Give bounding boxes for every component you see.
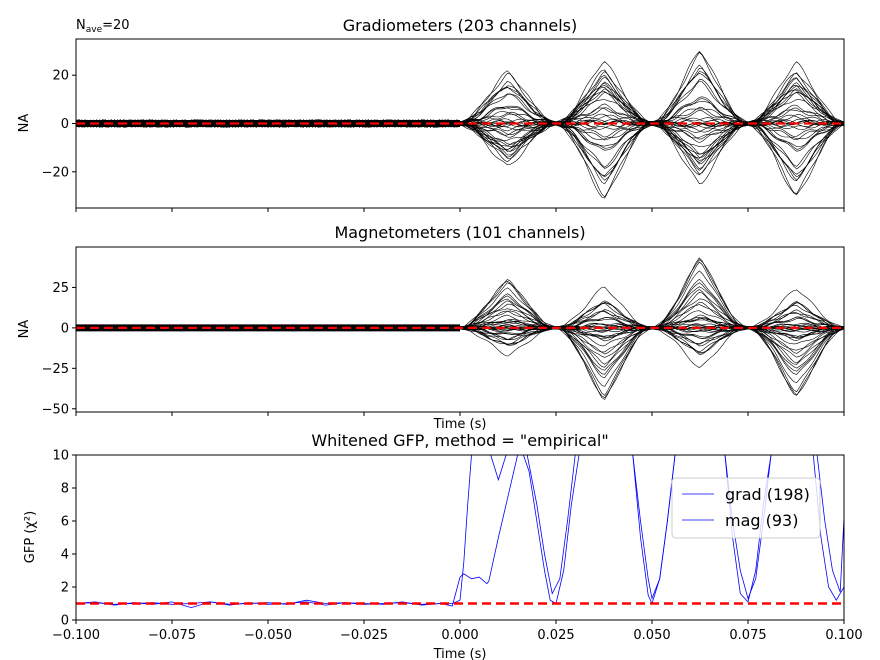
y-tick-label: −25 <box>42 362 69 377</box>
gradiometers-y-ticks: −20 0 20 <box>42 69 76 180</box>
x-tick-label: 0.100 <box>825 628 862 643</box>
x-tick-label: 0.050 <box>633 628 670 643</box>
y-tick-label: 0 <box>61 614 69 629</box>
x-tick-label: −0.050 <box>244 628 292 643</box>
y-tick-label: 2 <box>61 581 69 596</box>
gfp-x-ticks: −0.100 −0.075 −0.050 −0.025 0.000 0.025 0.050 0… <box>52 620 863 643</box>
gradiometers-traces <box>76 51 844 199</box>
y-tick-label: 8 <box>61 482 69 497</box>
y-tick-label: −50 <box>42 402 69 417</box>
legend-grad-label: grad (198) <box>725 485 810 504</box>
gfp-ylabel: GFP (χ²) <box>23 511 38 563</box>
gfp-panel: 0 2 4 6 8 10 −0.100 −0.075 −0.050 −0.025 0.000 0.0… <box>23 431 863 660</box>
x-tick-label: 0.075 <box>729 628 766 643</box>
gfp-xlabel: Time (s) <box>433 647 487 660</box>
legend-box <box>671 477 821 539</box>
gfp-traces <box>76 455 844 609</box>
magnetometers-title: Magnetometers (101 channels) <box>334 223 585 242</box>
nave-annotation: Nave=20 <box>76 18 130 35</box>
y-tick-label: 20 <box>52 69 69 84</box>
x-tick-label: −0.100 <box>52 628 100 643</box>
y-tick-label: −20 <box>42 165 69 180</box>
y-tick-label: 10 <box>52 449 69 464</box>
gfp-title: Whitened GFP, method = "empirical" <box>311 431 608 450</box>
y-tick-label: 25 <box>52 281 69 296</box>
gfp-y-ticks: 0 2 4 6 8 10 <box>52 449 76 629</box>
magnetometers-y-ticks: −50 −25 0 25 <box>42 281 76 417</box>
magnetometers-ylabel: NA <box>17 320 32 339</box>
legend-mag-label: mag (93) <box>725 511 798 530</box>
gradiometers-title: Gradiometers (203 channels) <box>343 16 577 35</box>
gfp-legend: grad (198) mag (93) <box>671 477 821 539</box>
gradiometers-panel: −20 0 20 Gradiometers (203 channels) NA <box>17 16 845 212</box>
magnetometers-xlabel: Time (s) <box>433 417 487 432</box>
x-tick-label: 0.025 <box>537 628 574 643</box>
x-tick-label: 0.000 <box>441 628 478 643</box>
x-tick-label: −0.075 <box>148 628 196 643</box>
x-tick-label: −0.025 <box>340 628 388 643</box>
magnetometers-panel: −50 −25 0 25 Magnetometers (101 channels) N… <box>17 223 845 432</box>
magnetometers-traces <box>76 257 844 400</box>
gradiometers-x-ticks <box>75 208 845 212</box>
y-tick-label: 6 <box>61 515 69 530</box>
y-tick-label: 0 <box>61 117 69 132</box>
magnetometers-x-ticks <box>75 412 845 416</box>
y-tick-label: 0 <box>61 321 69 336</box>
gradiometers-ylabel: NA <box>17 114 32 133</box>
y-tick-label: 4 <box>61 548 69 563</box>
